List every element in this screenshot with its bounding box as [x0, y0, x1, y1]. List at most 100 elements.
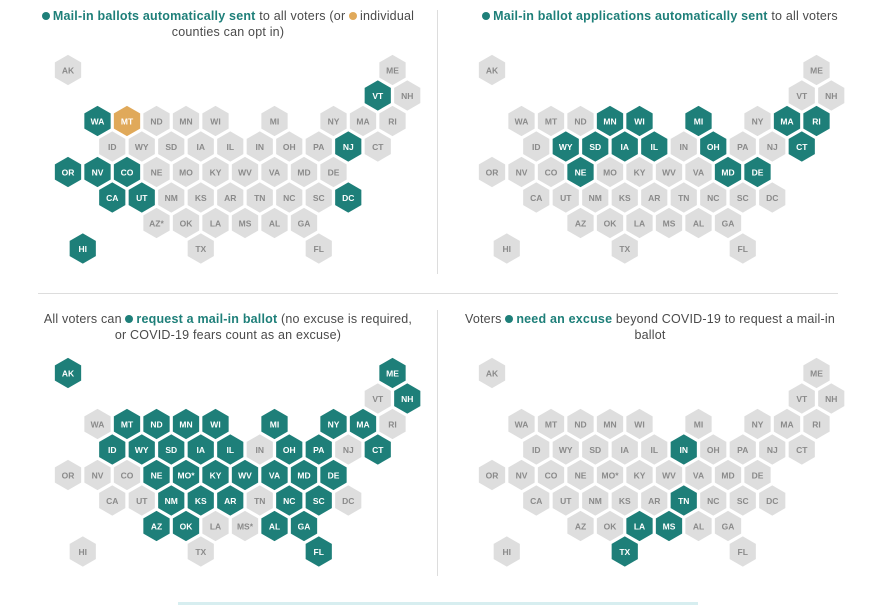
state-hex-co: CO	[536, 155, 566, 189]
state-label: GA	[298, 219, 311, 229]
state-label: OK	[180, 522, 194, 532]
state-hex-tn: TN	[245, 483, 275, 518]
legend-text: to all voters	[767, 9, 838, 23]
state-hex-ne: NE	[141, 458, 172, 492]
state-hex-or: OR	[477, 458, 507, 492]
state-hex-nd: ND	[141, 407, 172, 441]
state-hex-ky: KY	[200, 458, 231, 492]
state-label: NH	[401, 91, 413, 101]
state-label: NH	[825, 91, 837, 101]
state-label: IN	[256, 142, 265, 152]
state-label: FL	[738, 244, 748, 254]
state-hex-il: IL	[215, 129, 245, 164]
state-label: KY	[634, 168, 646, 178]
state-hex-wi: WI	[624, 104, 655, 138]
state-label: SD	[165, 445, 177, 455]
state-label: WI	[634, 420, 644, 430]
state-hex-wa: WA	[506, 407, 537, 441]
state-label: WV	[238, 168, 252, 178]
state-label: NM	[589, 193, 602, 203]
state-hex-oh: OH	[274, 432, 304, 467]
state-hex-wy: WY	[551, 129, 581, 164]
state-hex-mn: MN	[595, 407, 625, 441]
state-hex-va: VA	[259, 458, 290, 492]
state-hex-fl: FL	[304, 534, 334, 569]
state-label: NV	[92, 168, 104, 178]
state-label: DE	[328, 168, 340, 178]
state-hex-ma: MA	[348, 104, 378, 138]
state-label: KY	[210, 471, 222, 481]
state-label: WA	[91, 420, 105, 430]
state-hex-ak: AK	[53, 356, 83, 390]
state-label: ID	[532, 142, 541, 152]
state-label: KY	[634, 471, 646, 481]
state-hex-de: DE	[318, 155, 349, 189]
state-label: HI	[79, 547, 88, 557]
legend-dot-icon	[125, 315, 134, 323]
state-label: CA	[106, 193, 118, 203]
state-hex-wa: WA	[82, 104, 113, 138]
state-label: HI	[79, 244, 88, 254]
state-hex-pa: PA	[304, 129, 334, 164]
state-label: PA	[313, 445, 324, 455]
state-label: NC	[283, 496, 295, 506]
state-label: NY	[328, 117, 340, 127]
state-hex-ks: KS	[186, 180, 216, 215]
state-hex-ar: AR	[639, 483, 669, 518]
state-hex-nh: NH	[816, 78, 846, 113]
state-hex-wy: WY	[551, 432, 581, 467]
state-label: RI	[388, 420, 397, 430]
state-label: UT	[560, 193, 572, 203]
state-hex-sc: SC	[304, 483, 334, 518]
state-label: AL	[693, 522, 704, 532]
state-label: CO	[545, 168, 558, 178]
state-label: NC	[707, 496, 719, 506]
state-label: CT	[372, 445, 384, 455]
state-label: DC	[342, 496, 354, 506]
state-label: ID	[108, 142, 117, 152]
state-label: UT	[560, 496, 572, 506]
state-hex-nv: NV	[82, 155, 113, 189]
state-hex-al: AL	[259, 206, 290, 240]
hex-map-need-excuse: AK ME VT NH WA MT ND MN WI MI NY MA RI ID WY SD IA IL IN OH…	[477, 356, 846, 569]
state-label: NM	[589, 496, 602, 506]
state-hex-wv: WV	[654, 155, 684, 189]
state-label: OH	[707, 445, 720, 455]
state-label: ID	[532, 445, 541, 455]
state-label: WV	[238, 471, 252, 481]
state-label: MT	[121, 117, 134, 127]
state-hex-wv: WV	[230, 458, 260, 492]
state-hex-ny: NY	[318, 407, 349, 441]
state-hex-oh: OH	[698, 432, 728, 467]
state-hex-co: CO	[112, 155, 142, 189]
state-hex-ga: GA	[289, 206, 319, 240]
state-hex-nh: NH	[392, 78, 422, 113]
state-hex-wa: WA	[82, 407, 113, 441]
state-hex-nc: NC	[698, 483, 728, 518]
state-label: GA	[722, 522, 735, 532]
state-hex-az: AZ	[565, 509, 596, 543]
state-hex-al: AL	[683, 206, 714, 240]
state-hex-id: ID	[97, 432, 127, 467]
state-label: NE	[575, 168, 587, 178]
state-hex-al: AL	[259, 509, 290, 543]
state-label: DE	[752, 168, 764, 178]
state-label: MI	[694, 420, 703, 430]
state-label: RI	[388, 117, 397, 127]
state-label: KS	[195, 496, 207, 506]
state-hex-ks: KS	[610, 180, 640, 215]
state-hex-nm: NM	[580, 180, 610, 215]
state-label: AZ*	[149, 219, 164, 229]
state-label: ND	[574, 420, 586, 430]
state-label: VT	[796, 91, 808, 101]
state-label: SD	[589, 445, 601, 455]
state-label: VT	[372, 91, 384, 101]
state-label: LA	[634, 219, 645, 229]
state-hex-hi: HI	[492, 534, 522, 569]
state-label: GA	[298, 522, 311, 532]
state-hex-ga: GA	[713, 509, 743, 543]
state-hex-hi: HI	[492, 231, 522, 266]
state-hex-nm: NM	[156, 483, 186, 518]
state-label: WY	[559, 445, 573, 455]
state-hex-in: IN	[245, 129, 275, 164]
